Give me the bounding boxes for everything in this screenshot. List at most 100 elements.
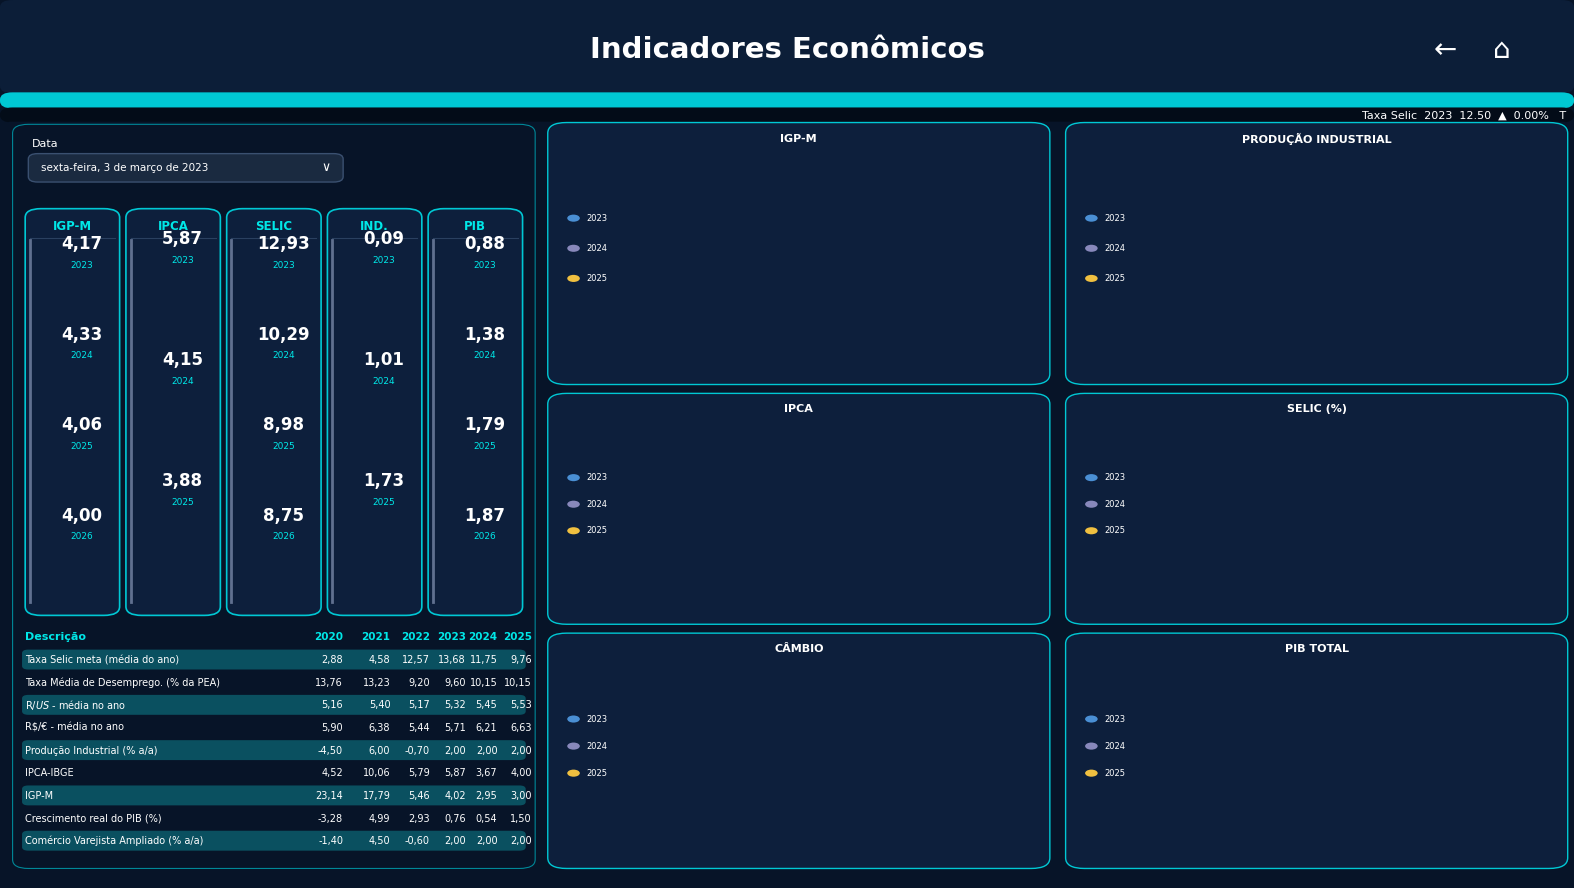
Text: -3,28: -3,28 [318,813,343,823]
Text: 2023: 2023 [172,257,194,266]
Text: 2,00: 2,00 [444,836,466,846]
Text: IGP-M: IGP-M [25,791,54,801]
Text: SELIC (%): SELIC (%) [1286,404,1347,415]
Text: 4,17: 4,17 [61,235,102,253]
Text: 4,00: 4,00 [61,507,102,525]
Text: 23,14: 23,14 [315,791,343,801]
Text: ∨: ∨ [321,162,331,174]
Text: IGP-M: IGP-M [781,133,817,144]
Text: 2026: 2026 [474,533,496,542]
Text: -1,40: -1,40 [318,836,343,846]
Text: 10,15: 10,15 [504,678,532,687]
Text: PIB TOTAL: PIB TOTAL [1284,644,1349,654]
Text: 6,63: 6,63 [510,723,532,733]
Text: Produção Industrial (% a/a): Produção Industrial (% a/a) [25,746,157,756]
Text: Taxa Selic meta (média do ano): Taxa Selic meta (média do ano) [25,655,179,665]
Text: 2025: 2025 [504,632,532,642]
Text: IPCA: IPCA [784,404,814,415]
Text: 2023: 2023 [438,632,466,642]
Text: 5,45: 5,45 [475,701,497,710]
Text: 3,88: 3,88 [162,472,203,490]
Text: 2,00: 2,00 [510,746,532,756]
Text: 4,50: 4,50 [368,836,390,846]
Text: 0,88: 0,88 [464,235,505,253]
Text: 1,73: 1,73 [364,472,405,490]
Text: 2024: 2024 [586,244,608,253]
Text: -0,60: -0,60 [405,836,430,846]
Text: Indicadores Econômicos: Indicadores Econômicos [590,36,984,64]
Text: 2023: 2023 [586,473,608,482]
Text: 1,79: 1,79 [464,416,505,434]
Text: 2022: 2022 [401,632,430,642]
Text: 9,20: 9,20 [408,678,430,687]
Text: 0,09: 0,09 [364,230,405,249]
Text: 4,06: 4,06 [61,416,102,434]
Text: 5,40: 5,40 [368,701,390,710]
Text: 2025: 2025 [1103,274,1125,283]
Polygon shape [16,12,49,85]
Text: 6,21: 6,21 [475,723,497,733]
Text: 2025: 2025 [1103,527,1125,535]
Text: 4,99: 4,99 [368,813,390,823]
Text: 2024: 2024 [272,352,294,361]
Polygon shape [16,12,80,85]
Text: 2025: 2025 [373,498,395,507]
Text: 2026: 2026 [272,533,294,542]
Text: 4,02: 4,02 [444,791,466,801]
Text: 8,98: 8,98 [263,416,304,434]
Text: 5,87: 5,87 [162,230,203,249]
Text: 2024: 2024 [586,741,608,750]
Text: Comércio Varejista Ampliado (% a/a): Comércio Varejista Ampliado (% a/a) [25,836,203,846]
Text: IGP-M: IGP-M [54,220,91,233]
Text: 2023: 2023 [1103,715,1125,724]
Text: 5,71: 5,71 [444,723,466,733]
Text: 1,87: 1,87 [464,507,505,525]
Text: 1,38: 1,38 [464,326,505,344]
Text: 2024: 2024 [1103,500,1125,509]
Text: CÂMBIO: CÂMBIO [774,644,823,654]
Text: 3,00: 3,00 [510,791,532,801]
Text: -4,50: -4,50 [318,746,343,756]
Text: R$/€ - média no ano: R$/€ - média no ano [25,723,124,733]
Text: 2,00: 2,00 [510,836,532,846]
Text: 5,46: 5,46 [408,791,430,801]
Text: 12,57: 12,57 [401,655,430,665]
Text: 2023: 2023 [586,715,608,724]
Text: 2025: 2025 [272,442,294,451]
Text: 2023: 2023 [71,261,93,270]
Text: 5,16: 5,16 [321,701,343,710]
Text: 3,67: 3,67 [475,768,497,778]
Text: 5,44: 5,44 [408,723,430,733]
Text: ←: ← [1434,36,1456,64]
Text: 13,68: 13,68 [438,655,466,665]
Text: IPCA: IPCA [157,220,189,233]
Text: 8,75: 8,75 [263,507,304,525]
Text: 10,06: 10,06 [362,768,390,778]
Text: 4,58: 4,58 [368,655,390,665]
Text: 2025: 2025 [586,769,608,778]
Text: 2024: 2024 [467,632,497,642]
Text: PRODUÇÃO INDUSTRIAL: PRODUÇÃO INDUSTRIAL [1242,132,1391,145]
Text: 2023: 2023 [1103,473,1125,482]
Text: 4,00: 4,00 [510,768,532,778]
Text: 2,00: 2,00 [475,746,497,756]
Text: 1,50: 1,50 [510,813,532,823]
Text: 2024: 2024 [1103,741,1125,750]
Text: 2024: 2024 [474,352,496,361]
Text: 6,00: 6,00 [368,746,390,756]
Text: 2,93: 2,93 [408,813,430,823]
Text: 10,29: 10,29 [257,326,310,344]
Text: 2,88: 2,88 [321,655,343,665]
Text: 2,00: 2,00 [444,746,466,756]
Text: 2024: 2024 [586,500,608,509]
Text: 9,76: 9,76 [510,655,532,665]
Text: IPCA-IBGE: IPCA-IBGE [25,768,74,778]
Text: 2026: 2026 [71,533,93,542]
Text: 2025: 2025 [71,442,93,451]
Text: 2025: 2025 [1103,769,1125,778]
Text: 2025: 2025 [586,527,608,535]
Text: 4,15: 4,15 [162,351,203,369]
Text: 17,79: 17,79 [362,791,390,801]
Text: 2023: 2023 [474,261,496,270]
Text: 2024: 2024 [172,377,194,386]
